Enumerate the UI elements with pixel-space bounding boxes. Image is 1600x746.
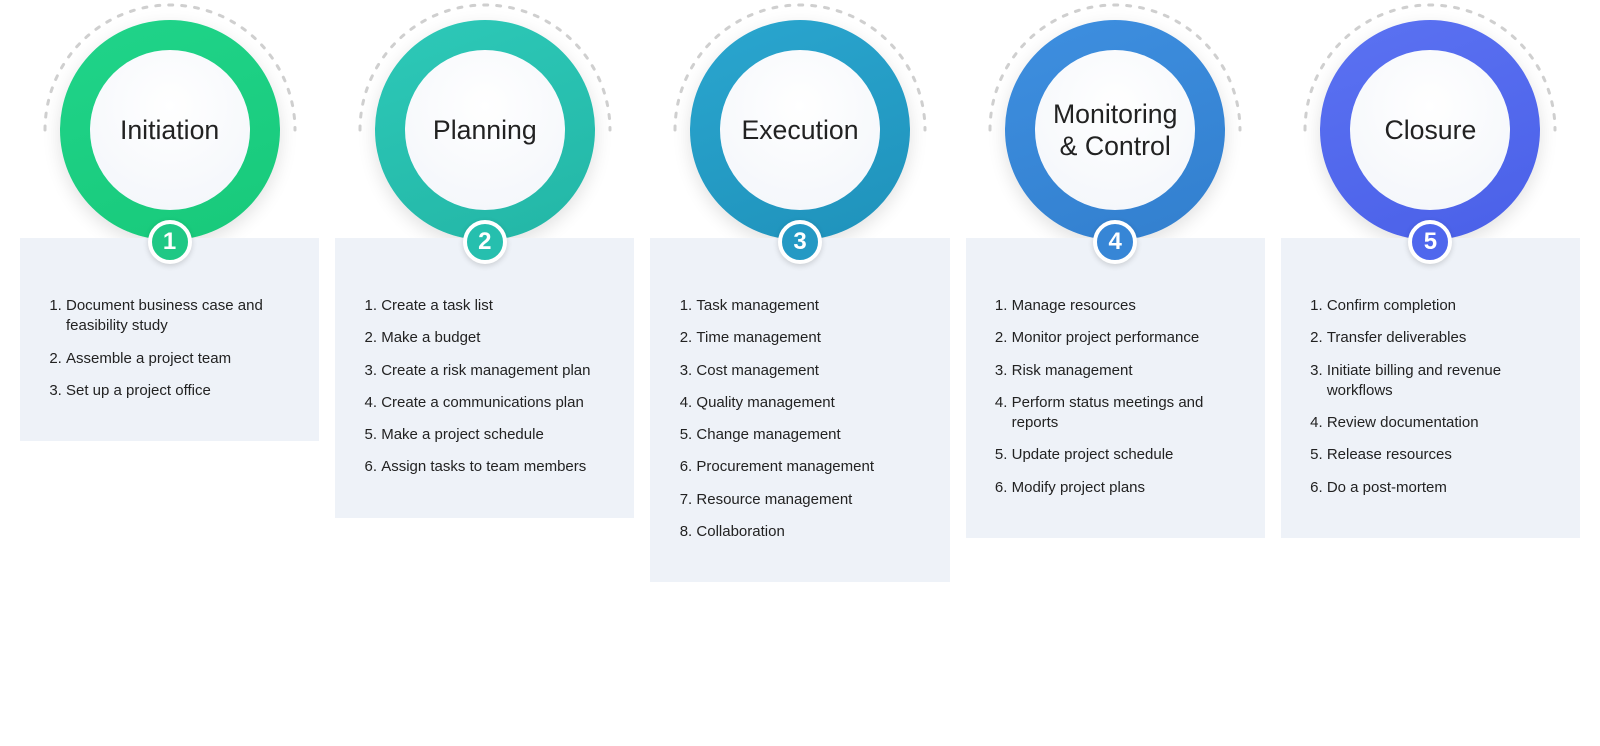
phase-column-4: Monitoring & Control 4 Manage resources Mon…	[966, 0, 1265, 582]
list-item: Make a budget	[381, 328, 614, 348]
phase-card: Create a task list Make a budget Create a …	[335, 238, 634, 518]
phase-number: 3	[793, 228, 806, 256]
phase-circle-wrap: Planning 2	[355, 0, 615, 260]
phase-circle-wrap: Execution 3	[670, 0, 930, 260]
phase-column-1: Initiation 1 Document business case and fe…	[20, 0, 319, 582]
phase-number: 2	[478, 228, 491, 256]
phase-inner-circle: Initiation	[90, 50, 250, 210]
list-item: Cost management	[696, 361, 929, 381]
list-item: Task management	[696, 296, 929, 316]
list-item: Update project schedule	[1012, 445, 1245, 465]
phase-ring: Closure	[1320, 20, 1540, 240]
list-item: Create a task list	[381, 296, 614, 316]
phase-ring: Planning	[375, 20, 595, 240]
list-item: Create a risk management plan	[381, 361, 614, 381]
phase-ring: Execution	[690, 20, 910, 240]
phase-number-badge: 5	[1408, 220, 1452, 264]
phase-task-list: Create a task list Make a budget Create a …	[359, 296, 614, 478]
list-item: Initiate billing and revenue workflows	[1327, 361, 1560, 402]
list-item: Change management	[696, 425, 929, 445]
list-item: Set up a project office	[66, 381, 299, 401]
phase-column-2: Planning 2 Create a task list Make a budget…	[335, 0, 634, 582]
list-item: Do a post-mortem	[1327, 478, 1560, 498]
list-item: Transfer deliverables	[1327, 328, 1560, 348]
phase-inner-circle: Execution	[720, 50, 880, 210]
phase-card: Manage resources Monitor project performa…	[966, 238, 1265, 538]
phase-task-list: Task management Time management Cost manag…	[674, 296, 929, 542]
list-item: Resource management	[696, 490, 929, 510]
phase-column-3: Execution 3 Task management Time management…	[650, 0, 949, 582]
list-item: Release resources	[1327, 445, 1560, 465]
phase-number-badge: 2	[463, 220, 507, 264]
list-item: Confirm completion	[1327, 296, 1560, 316]
phase-number-badge: 4	[1093, 220, 1137, 264]
list-item: Collaboration	[696, 522, 929, 542]
phase-card: Confirm completion Transfer deliverables I…	[1281, 238, 1580, 538]
phase-ring: Monitoring & Control	[1005, 20, 1225, 240]
phase-title: Execution	[741, 114, 858, 146]
list-item: Procurement management	[696, 457, 929, 477]
list-item: Quality management	[696, 393, 929, 413]
phase-title: Planning	[433, 114, 537, 146]
phase-number-badge: 3	[778, 220, 822, 264]
phase-card: Document business case and feasibility s…	[20, 238, 319, 441]
phase-title: Closure	[1384, 114, 1476, 146]
phase-task-list: Confirm completion Transfer deliverables I…	[1305, 296, 1560, 498]
list-item: Modify project plans	[1012, 478, 1245, 498]
list-item: Create a communications plan	[381, 393, 614, 413]
phase-task-list: Document business case and feasibility s…	[44, 296, 299, 401]
phase-number-badge: 1	[148, 220, 192, 264]
phase-inner-circle: Monitoring & Control	[1035, 50, 1195, 210]
phase-circle-wrap: Closure 5	[1300, 0, 1560, 260]
list-item: Time management	[696, 328, 929, 348]
list-item: Risk management	[1012, 361, 1245, 381]
phase-circle-wrap: Initiation 1	[40, 0, 300, 260]
phase-number: 5	[1424, 228, 1437, 256]
phase-number: 1	[163, 228, 176, 256]
phase-inner-circle: Planning	[405, 50, 565, 210]
phase-column-5: Closure 5 Confirm completion Transfer deliv…	[1281, 0, 1580, 582]
list-item: Monitor project performance	[1012, 328, 1245, 348]
phase-title: Monitoring & Control	[1045, 98, 1185, 162]
phase-inner-circle: Closure	[1350, 50, 1510, 210]
phase-card: Task management Time management Cost manag…	[650, 238, 949, 582]
phase-number: 4	[1109, 228, 1122, 256]
list-item: Review documentation	[1327, 413, 1560, 433]
phase-ring: Initiation	[60, 20, 280, 240]
phase-title: Initiation	[120, 114, 219, 146]
list-item: Assemble a project team	[66, 349, 299, 369]
list-item: Manage resources	[1012, 296, 1245, 316]
phase-circle-wrap: Monitoring & Control 4	[985, 0, 1245, 260]
list-item: Perform status meetings and reports	[1012, 393, 1245, 434]
list-item: Make a project schedule	[381, 425, 614, 445]
list-item: Assign tasks to team members	[381, 457, 614, 477]
list-item: Document business case and feasibility s…	[66, 296, 299, 337]
phase-task-list: Manage resources Monitor project performa…	[990, 296, 1245, 498]
phases-container: Initiation 1 Document business case and fe…	[0, 0, 1600, 582]
